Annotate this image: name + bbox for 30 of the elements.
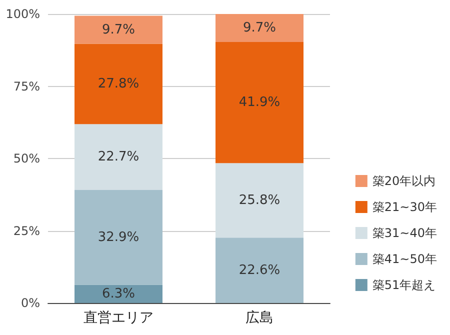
legend-label: 築41~50年 [372, 252, 437, 266]
bar [74, 124, 162, 190]
y-tick-label: 25% [13, 224, 40, 238]
y-tick-label: 100% [6, 7, 40, 21]
y-tick-label: 0% [20, 296, 40, 310]
bar [74, 44, 162, 124]
legend-label: 築21~30年 [372, 200, 437, 214]
legend-label: 築31~40年 [372, 226, 437, 240]
legend-label: 築20年以内 [372, 174, 436, 188]
data-label: 22.7% [98, 149, 140, 164]
data-label: 9.7% [242, 20, 276, 36]
y-tick-label: 50% [13, 152, 40, 166]
bar [216, 163, 304, 238]
x-tick-label: 広島 [246, 310, 274, 326]
data-label: 41.9% [238, 95, 280, 110]
data-label: 9.7% [102, 22, 136, 38]
data-label: 25.8% [238, 192, 280, 208]
data-label: 32.9% [98, 230, 140, 245]
bar [216, 42, 304, 164]
bar [74, 16, 162, 44]
legend-label: 築51年超え [372, 278, 436, 292]
data-label: 22.6% [238, 262, 280, 278]
x-tick-label: 直営エリア [84, 310, 154, 326]
bar [74, 190, 162, 285]
data-label: 6.3% [102, 286, 136, 302]
bar [216, 238, 304, 303]
y-tick-label: 75% [13, 79, 40, 94]
bar [216, 14, 304, 42]
bar [74, 284, 162, 303]
data-label: 27.8% [98, 76, 140, 92]
